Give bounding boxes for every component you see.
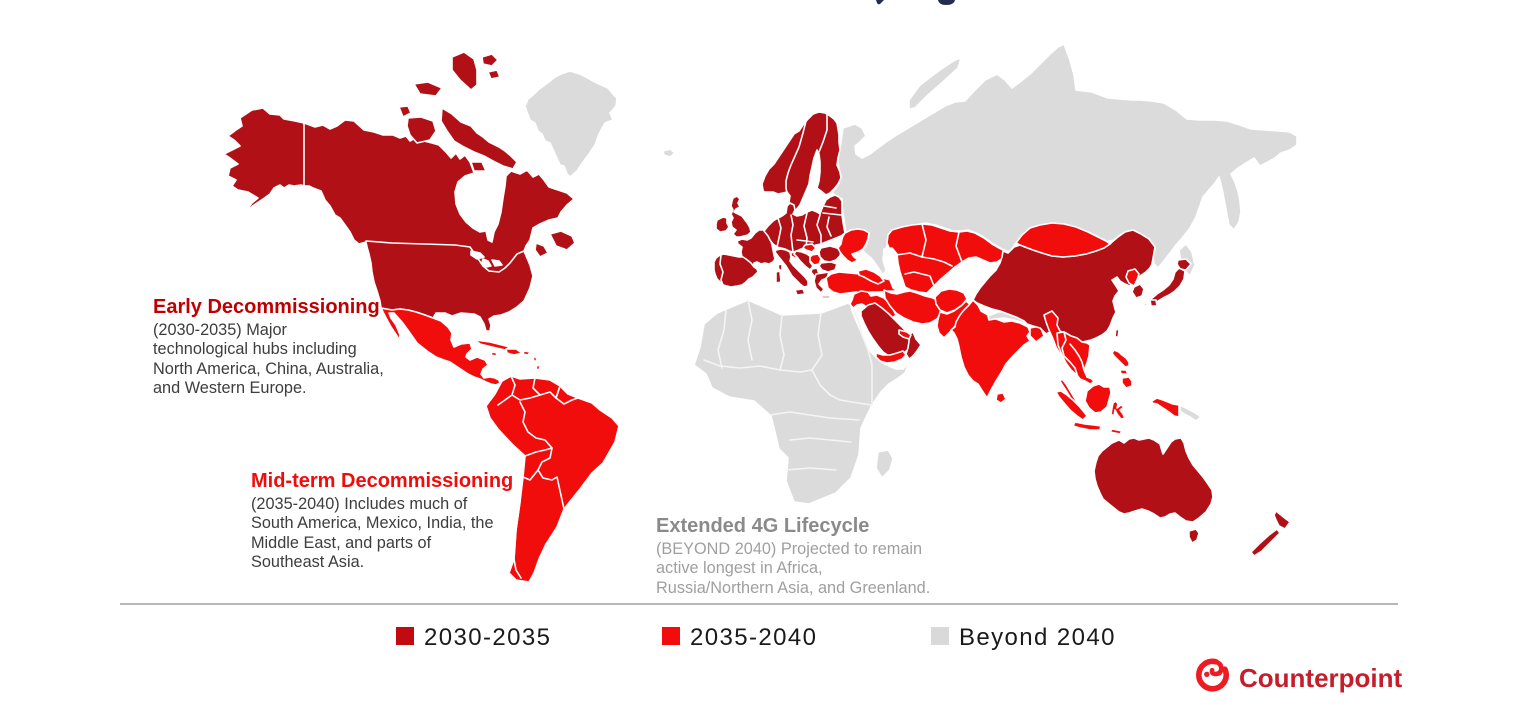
svg-text:Counterpoint: Counterpoint <box>1239 663 1403 693</box>
